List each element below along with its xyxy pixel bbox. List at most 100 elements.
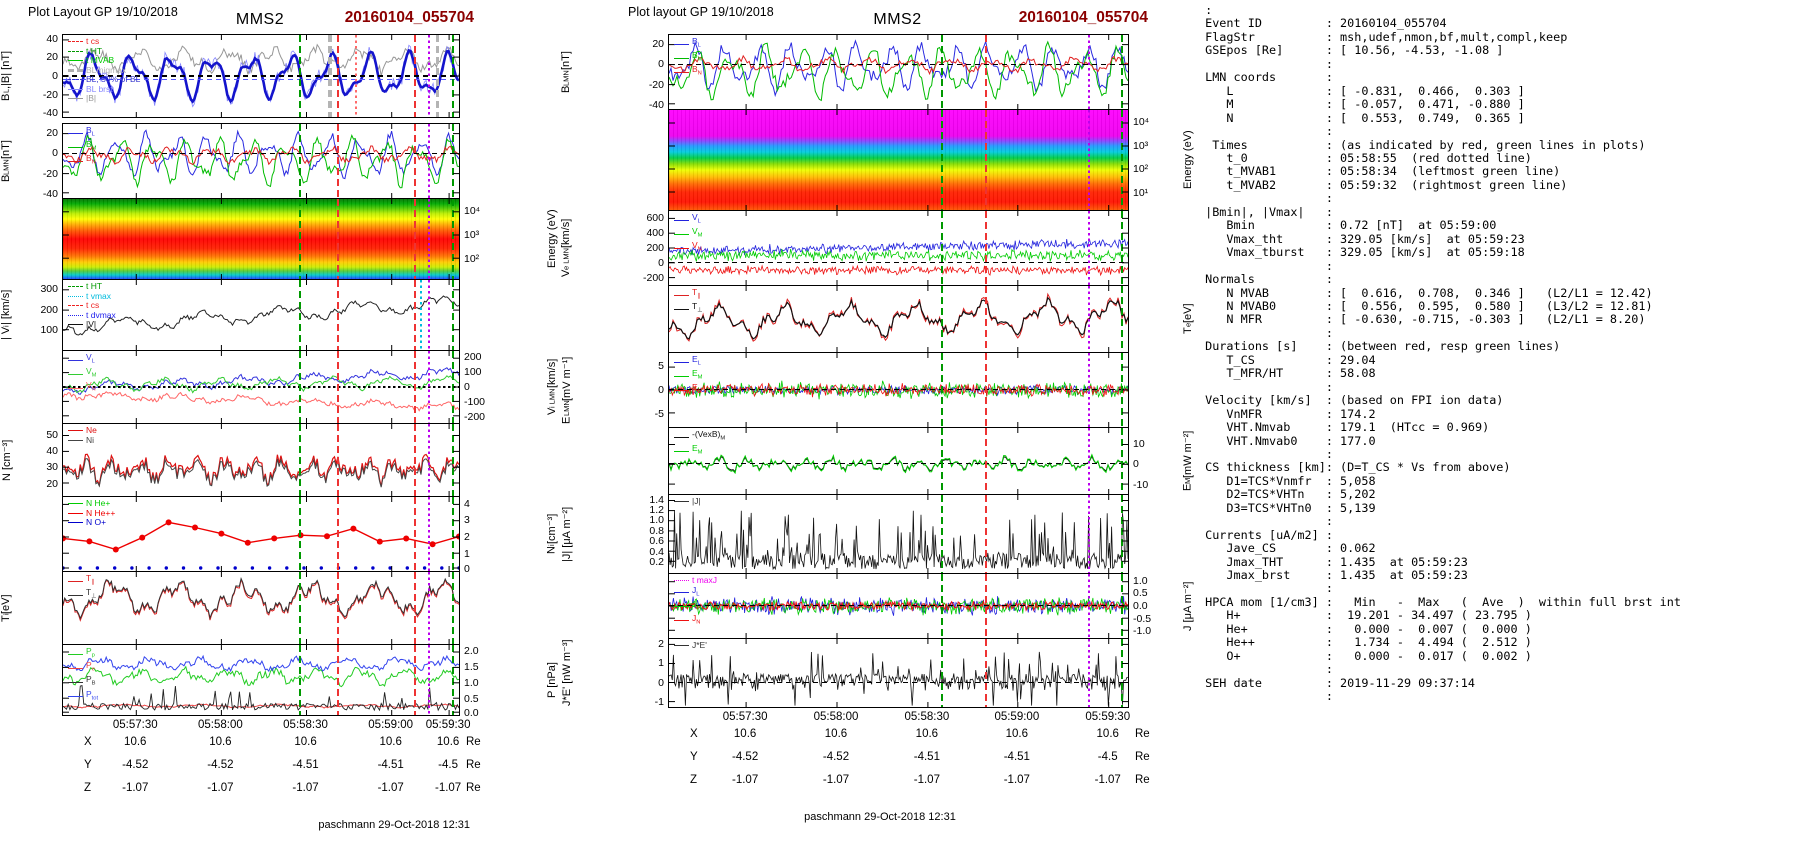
spectrogram-colormap [669,110,1128,210]
y-axis-label: N [cm⁻³] [1,439,13,481]
time-marker-line [1087,428,1091,494]
time-marker-line [298,124,301,198]
time-marker-line [984,286,987,352]
coordinate-value: 10.6 [824,728,848,740]
time-marker-line [1087,110,1091,210]
time-marker-line [427,199,431,279]
coordinate-unit: Re [466,736,481,748]
left-position-table: X 10.6 10.6 10.6 10.6 10.6 Re Y -4.52 -4.52 -4.51 -… [0,736,560,805]
time-marker-line [941,639,944,707]
y-axis-right-gutter [460,34,560,118]
zero-line [63,78,459,80]
coordinate-label: Y [690,751,698,763]
axis-tick-label: 1.0 [1133,574,1148,587]
time-marker-line [427,351,431,423]
y-axis-right-gutter: Energy (eV) 10⁴ 10³ 10² 10¹ [1129,109,1196,211]
middle-plot-jmag: |J| [μA m⁻²] 1.4 1.2 1.0 0.8 0.6 0.4 0.2 |J| [560,494,1196,574]
axis-tick-label: 0 [52,147,58,160]
axis-tick-label: 0.4 [649,545,664,558]
axis-tick-label: 1.5 [464,661,479,674]
coordinate-value: 10.6 [733,728,757,740]
coordinate-value: 10.6 [1005,728,1029,740]
time-marker-line [984,353,987,427]
time-marker-line [414,424,417,496]
time-marker-line [337,124,340,198]
time-marker-line [298,351,301,423]
axis-tick-label: 200 [646,242,664,254]
axis-tick-label: 300 [40,283,58,296]
time-marker-line [337,280,340,350]
time-marker-line [1121,211,1124,285]
axis-tick-label: 0 [52,70,58,82]
coordinate-value: -1.07 [434,782,462,794]
plot-area: t cs t HT t MVAB BLmigmax BL, 50% of BL BL br… [62,34,460,118]
plot-layout-header: Plot layout GP 19/10/2018 [628,5,774,19]
event-id-label: 20160104_055704 [344,9,474,26]
time-tick-label: 05:59:00 [994,711,1040,723]
axis-tick-label: 1 [464,547,470,560]
left-plot-n: N [cm⁻³] 50 40 30 20 Ne Ni [0,423,560,497]
time-marker-line [1087,35,1091,109]
axis-tick-label: 0.5 [1133,587,1148,600]
zero-line [669,463,1128,465]
plot-area: VL VM VN [668,210,1129,286]
time-marker-line [1121,353,1124,427]
y-axis-right-gutter: P [nPa] 2.0 1.5 1.0 0.5 0.0 [460,644,560,718]
y-axis-right-gutter [1129,34,1196,110]
time-marker-line [298,35,301,117]
axis-tick-label: 5 [658,360,664,373]
coordinate-label: Y [84,759,92,771]
time-marker-line [1087,495,1091,573]
y-axis-left-gutter: J*E' [nW m⁻³] 2 1 0 -1 [560,638,668,708]
plot-area: t HT t vmax t cs t dvmax |V| [62,279,460,351]
time-marker-line [1087,211,1091,285]
y-axis-right-gutter [1129,210,1196,286]
time-marker-line [427,497,431,571]
axis-tick-label: 0.8 [649,524,664,537]
plot-area: EL EM EN [668,352,1129,428]
time-marker-line [1087,353,1091,427]
y-axis-left-gutter [560,573,668,639]
axis-tick-label: 10² [464,252,480,265]
time-marker-line [298,497,301,571]
time-marker-line [1087,286,1091,352]
time-marker-line [427,35,431,117]
y-axis-left-gutter [560,427,668,495]
left-plot-ion-spec: Energy (eV) 10⁴ 10³ 10² [0,198,560,280]
y-axis-right-gutter [460,279,560,351]
middle-plot-panel: Plot layout GP 19/10/2018 MMS2 20160104_… [560,0,1196,841]
axis-tick-label: -40 [648,98,664,111]
axis-tick-label: 0.5 [464,692,479,705]
axis-tick-label: 3 [464,514,470,527]
plot-curves [669,39,1128,102]
time-marker-line [414,124,417,198]
axis-tick-label: 1.0 [464,676,479,689]
coordinate-value: 10.6 [209,736,232,748]
time-marker-line [452,199,455,279]
time-marker-line [941,574,944,638]
time-marker-line [427,572,431,644]
axis-tick-label: 0 [1133,458,1139,471]
plot-curves [669,453,1128,475]
time-marker-line [427,424,431,496]
y-axis-right-gutter [1129,638,1196,708]
time-marker-line [1121,495,1124,573]
time-marker-line [414,572,417,644]
time-marker-line [452,424,455,496]
time-marker-line [941,428,944,494]
coordinate-value: 10.6 [294,736,317,748]
time-marker-line [435,35,440,117]
time-marker-line [941,211,944,285]
plot-area: T∥ T⊥ [62,571,460,645]
coordinate-value: -4.52 [122,759,149,771]
time-marker-line [941,286,944,352]
axis-tick-label: -40 [42,106,58,119]
time-marker-line [1121,286,1124,352]
